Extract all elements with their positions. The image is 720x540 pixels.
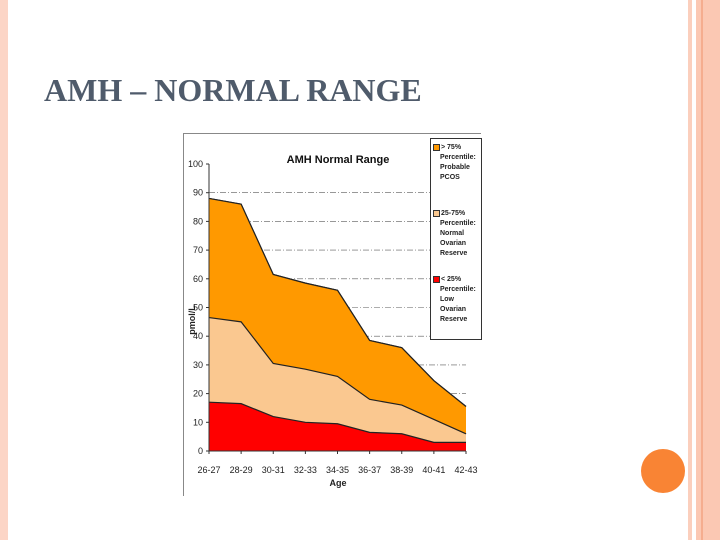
x-tick-label: 26-27 bbox=[197, 465, 220, 475]
slide-title: AMH – NORMAL RANGE bbox=[44, 72, 422, 108]
y-axis-label: pmol/L bbox=[187, 305, 197, 335]
decorative-orange-circle bbox=[641, 449, 685, 493]
area-fill-2 bbox=[209, 402, 466, 451]
x-tick-label: 40-41 bbox=[422, 465, 445, 475]
legend-item-pcos: > 75% Percentile: Probable PCOS bbox=[433, 143, 481, 183]
legend-text: Ovarian bbox=[440, 240, 467, 247]
y-tick-label: 70 bbox=[193, 245, 203, 255]
right-border-line bbox=[701, 0, 703, 540]
legend-swatch bbox=[433, 209, 440, 217]
legend-text: Percentile: bbox=[440, 286, 476, 293]
y-tick-label: 60 bbox=[193, 274, 203, 284]
legend-text: PCOS bbox=[440, 174, 460, 181]
x-tick-label: 32-33 bbox=[294, 465, 317, 475]
x-tick-label: 28-29 bbox=[230, 465, 253, 475]
y-tick-label: 80 bbox=[193, 216, 203, 226]
chart-title: AMH Normal Range bbox=[287, 154, 390, 166]
y-tick-label: 50 bbox=[193, 303, 203, 313]
chart-legend: > 75% Percentile: Probable PCOS 25-75% Perce… bbox=[430, 138, 482, 340]
x-tick-label: 42-43 bbox=[454, 465, 477, 475]
legend-text: 25-75% bbox=[441, 210, 466, 217]
legend-text: < 25% bbox=[441, 276, 462, 283]
legend-text: Reserve bbox=[440, 250, 468, 257]
legend-text: Normal bbox=[440, 230, 465, 237]
x-tick-label: 38-39 bbox=[390, 465, 413, 475]
legend-swatch bbox=[433, 275, 440, 283]
series-outline-0 bbox=[208, 197, 467, 407]
x-axis-label: Age bbox=[329, 478, 346, 488]
legend-text: Reserve bbox=[440, 316, 468, 323]
legend-item-normal: 25-75% Percentile: Normal Ovarian Reserve bbox=[433, 209, 481, 259]
legend-swatch bbox=[433, 143, 440, 151]
y-tick-label: 40 bbox=[193, 331, 203, 341]
x-tick-label: 34-35 bbox=[326, 465, 349, 475]
x-tick-label: 36-37 bbox=[358, 465, 381, 475]
y-tick-label: 10 bbox=[193, 417, 203, 427]
y-tick-label: 90 bbox=[193, 188, 203, 198]
legend-text: > 75% bbox=[441, 144, 462, 151]
legend-text: Percentile: bbox=[440, 220, 476, 227]
y-tick-label: 30 bbox=[193, 360, 203, 370]
series-outline-1 bbox=[208, 316, 467, 435]
series-outline-2 bbox=[208, 401, 466, 443]
legend-item-low: < 25% Percentile: Low Ovarian Reserve bbox=[433, 275, 481, 325]
right-border-thin-stripe bbox=[688, 0, 692, 540]
legend-text: Low Ovarian bbox=[440, 296, 467, 313]
legend-text: Probable bbox=[440, 164, 470, 171]
y-tick-label: 20 bbox=[193, 389, 203, 399]
y-tick-label: 100 bbox=[188, 159, 203, 169]
legend-text: Percentile: bbox=[440, 154, 476, 161]
left-border-strip bbox=[0, 0, 8, 540]
y-tick-label: 0 bbox=[198, 446, 203, 456]
x-tick-label: 30-31 bbox=[262, 465, 285, 475]
right-border-band bbox=[696, 0, 720, 540]
